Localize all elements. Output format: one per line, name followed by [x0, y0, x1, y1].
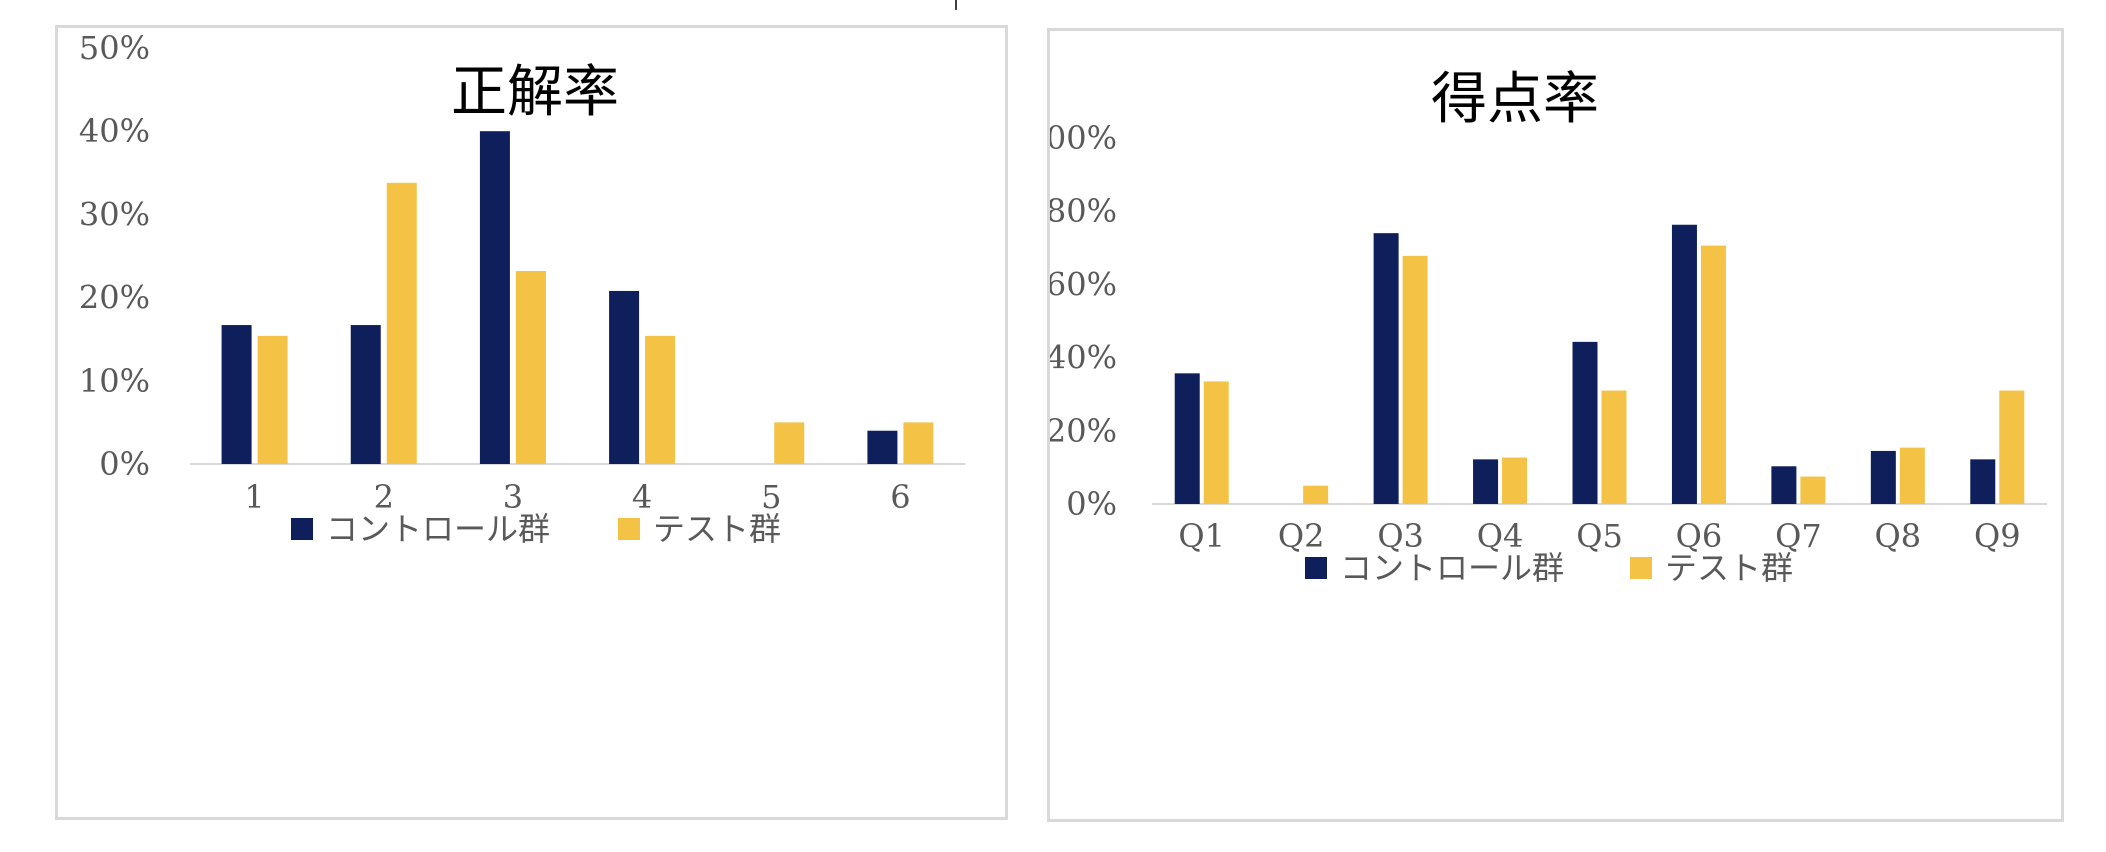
legend-label-test: テスト群: [653, 510, 781, 548]
x-tick-label: Q5: [1576, 517, 1623, 555]
y-tick-label: 80%: [1050, 192, 1117, 230]
x-tick-label: Q3: [1377, 517, 1424, 555]
bar-control: [221, 325, 252, 464]
y-tick-label: 10%: [79, 362, 150, 400]
y-tick-label: 20%: [1050, 412, 1117, 450]
legend-swatch-control: [1305, 557, 1327, 579]
bar-test: [257, 335, 288, 464]
chart-panel-accuracy: 正解率 0% 10% 20% 30% 40% 50% 1 2 3 4 5 6 コントロール群 テスト群: [55, 25, 1008, 820]
bar-test: [1303, 485, 1329, 504]
bar-control: [609, 290, 640, 464]
x-tick-label: Q2: [1278, 517, 1325, 555]
x-tick-label: 6: [890, 478, 910, 516]
x-tick-label: Q7: [1775, 517, 1822, 555]
y-tick-label: 60%: [1050, 265, 1117, 303]
bar-test: [1502, 457, 1528, 504]
score-chart: 得点率 0% 20% 40% 60% 80% 100% Q1 Q2 Q3 Q4 Q5 Q6 Q7 Q8 Q9 コ…: [1026, 67, 2047, 587]
bar-test: [1800, 476, 1826, 504]
bar-control: [350, 325, 381, 464]
legend-swatch-test: [618, 518, 640, 540]
bar-test: [1203, 381, 1229, 504]
bar-control: [1970, 459, 1996, 504]
bar-control: [1473, 459, 1499, 504]
y-tick-label: 40%: [1050, 339, 1117, 377]
y-tick-label: 40%: [79, 112, 150, 150]
bar-test: [386, 182, 417, 464]
bar-test: [515, 270, 546, 464]
bar-test: [1899, 447, 1925, 504]
chart-title: 正解率: [451, 60, 619, 125]
chart-panel-score: 得点率 0% 20% 40% 60% 80% 100% Q1 Q2 Q3 Q4 Q5 Q6 Q7 Q8 Q9 コ…: [1026, 28, 2064, 822]
bar-control: [867, 430, 898, 464]
bar-control: [1174, 373, 1200, 504]
bar-test: [645, 335, 676, 464]
legend-swatch-control: [291, 518, 313, 540]
x-tick-label: 2: [374, 478, 394, 516]
y-tick-label: 0%: [99, 445, 150, 483]
bar-control: [1671, 224, 1697, 504]
x-tick-label: 4: [632, 478, 652, 516]
bar-control: [479, 131, 510, 464]
y-tick-label: 30%: [79, 195, 150, 233]
accuracy-chart: 正解率 0% 10% 20% 30% 40% 50% 1 2 3 4 5 6 コントロール群 テスト群: [79, 29, 965, 548]
legend-swatch-test: [1630, 557, 1652, 579]
x-tick-label: Q4: [1477, 517, 1524, 555]
x-tick-label: 3: [503, 478, 523, 516]
x-tick-label: Q6: [1676, 517, 1723, 555]
legend-label-control: コントロール群: [1340, 549, 1564, 587]
bar-test: [774, 422, 805, 464]
y-tick-label: 50%: [79, 29, 150, 67]
legend-label-test: テスト群: [1665, 549, 1793, 587]
x-tick-label: 5: [761, 478, 781, 516]
legend-label-control: コントロール群: [326, 510, 550, 548]
bar-test: [903, 422, 934, 464]
bar-control: [1373, 233, 1399, 504]
top-tick-mark: [955, 0, 957, 10]
x-tick-label: Q9: [1974, 517, 2021, 555]
bar-test: [1402, 255, 1428, 504]
y-tick-label: 0%: [1066, 485, 1117, 523]
x-tick-label: 1: [244, 478, 264, 516]
y-tick-label: 100%: [1050, 119, 1117, 157]
bar-control: [1572, 341, 1598, 504]
y-tick-label: 20%: [79, 279, 150, 317]
bar-test: [1999, 390, 2025, 504]
x-tick-label: Q1: [1178, 517, 1225, 555]
bar-control: [1870, 450, 1896, 504]
x-tick-label: Q8: [1875, 517, 1922, 555]
bar-test: [1601, 390, 1627, 504]
bar-control: [1771, 466, 1797, 504]
chart-title: 得点率: [1431, 67, 1599, 132]
bar-test: [1700, 245, 1726, 504]
